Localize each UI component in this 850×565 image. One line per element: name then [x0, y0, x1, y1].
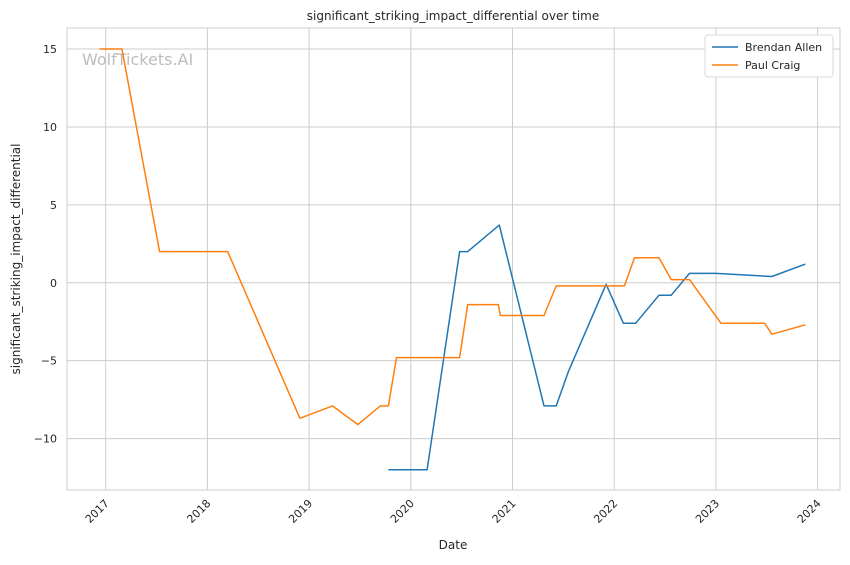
- series-lines: [99, 48, 806, 471]
- y-tick-label: −10: [34, 433, 57, 446]
- x-tick-label: 2018: [184, 497, 213, 526]
- y-tick-label: 10: [43, 121, 57, 134]
- axes-frame: [66, 27, 841, 491]
- legend: Brendan Allen Paul Craig: [704, 34, 834, 78]
- series-line-brendan-allen: [388, 224, 806, 471]
- x-tick-label: 2024: [795, 497, 824, 526]
- y-axis-label: significant_striking_impact_differential: [9, 144, 23, 375]
- x-tick-labels: 2017 2018 2019 2020 2021 2022 2023 2024: [83, 497, 824, 526]
- watermark: WolfTickets.AI: [82, 50, 193, 69]
- legend-label-brendan-allen: Brendan Allen: [745, 41, 822, 54]
- x-tick-label: 2020: [388, 497, 417, 526]
- legend-label-paul-craig: Paul Craig: [745, 59, 800, 72]
- x-axis-label: Date: [439, 538, 468, 552]
- x-tick-label: 2017: [83, 497, 112, 526]
- chart-title: significant_striking_impact_differential…: [307, 9, 599, 23]
- y-tick-label: 5: [50, 199, 57, 212]
- y-tick-label: 0: [50, 277, 57, 290]
- y-tick-labels: 15 10 5 0 −5 −10: [34, 43, 57, 446]
- y-tick-label: 15: [43, 43, 57, 56]
- legend-box: [704, 34, 834, 78]
- x-tick-label: 2019: [286, 497, 315, 526]
- x-tick-label: 2021: [490, 497, 519, 526]
- series-line-paul-craig: [99, 48, 806, 426]
- grid: [67, 28, 840, 490]
- x-tick-label: 2022: [591, 497, 620, 526]
- y-tick-label: −5: [41, 355, 57, 368]
- x-tick-label: 2023: [693, 497, 722, 526]
